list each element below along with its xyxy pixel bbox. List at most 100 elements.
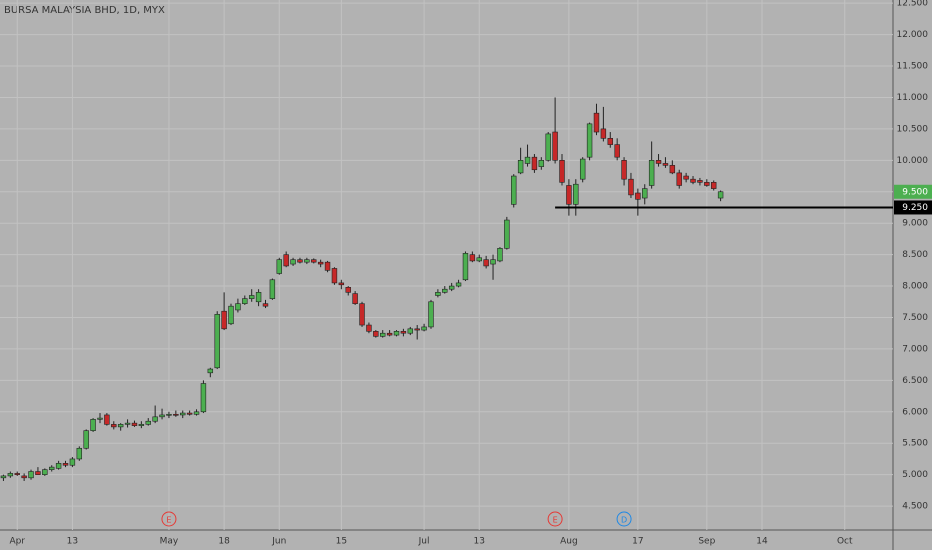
x-tick-label: Sep: [698, 537, 715, 547]
y-tick-label: 12.000: [897, 30, 929, 40]
candle-body: [455, 282, 462, 287]
candle-body: [111, 424, 117, 428]
candle-body: [324, 261, 331, 271]
candle-body: [648, 160, 655, 186]
candle-body: [117, 424, 124, 428]
y-tick-label: 7.500: [902, 313, 928, 323]
candle-body: [531, 156, 538, 171]
x-tick-label: 17: [632, 537, 643, 547]
candle-body: [400, 331, 407, 334]
candle-body: [628, 178, 634, 196]
candle-body: [242, 298, 248, 304]
y-tick-label: 7.000: [902, 344, 928, 354]
candle-body: [566, 185, 572, 205]
candle-body: [559, 160, 565, 183]
candle-body: [483, 259, 489, 267]
candle-body: [304, 259, 310, 263]
candle-body: [186, 412, 193, 415]
y-tick-label: 8.000: [902, 282, 928, 292]
event-marker: [616, 511, 632, 527]
candle-body: [269, 279, 276, 299]
candle-body: [14, 473, 20, 475]
candle-body: [386, 332, 393, 336]
candle-body: [655, 160, 662, 164]
candle-body: [710, 182, 717, 189]
candle-body: [469, 254, 476, 262]
x-tick-label: Aug: [560, 537, 578, 547]
candle-body: [524, 156, 531, 164]
candle-body: [359, 303, 365, 326]
candle-body: [221, 310, 227, 330]
y-tick-label: 11.500: [897, 62, 929, 72]
candle-body: [538, 160, 545, 167]
candle-body: [511, 175, 517, 205]
candle-body: [669, 165, 676, 174]
candle-body: [614, 144, 620, 158]
candle-body: [373, 331, 379, 337]
hline-label: 9.250: [902, 203, 928, 213]
candle-body: [69, 458, 76, 466]
candle-body: [683, 175, 689, 180]
candle-body: [159, 414, 165, 418]
candle-body: [462, 253, 469, 281]
last-price-label: 9.500: [902, 187, 928, 197]
candle-body: [145, 420, 151, 425]
event-label: E: [553, 516, 558, 525]
candle-body: [200, 383, 207, 413]
candle-body: [600, 128, 607, 139]
candle-body: [193, 411, 200, 415]
x-tick-label: 14: [756, 537, 768, 547]
candle-body: [448, 285, 455, 290]
candle-body: [42, 469, 48, 475]
candle-body: [76, 447, 83, 460]
candle-body: [435, 292, 441, 296]
candle-body: [345, 287, 351, 293]
candle-body: [586, 123, 593, 158]
candle-body: [297, 259, 303, 263]
candle-body: [621, 160, 627, 180]
candle-body: [607, 138, 613, 145]
x-tick-label: Jun: [271, 537, 286, 547]
candle-body: [166, 414, 172, 416]
candle-body: [690, 178, 696, 183]
candle-body: [352, 293, 358, 304]
chart-title: BURSA MALAYSIA BHD, 1D, MYX: [4, 5, 165, 16]
candle-body: [642, 188, 648, 199]
candle-body: [138, 424, 145, 426]
candle-body: [573, 183, 579, 205]
candle-body: [393, 331, 400, 336]
candle-body: [552, 131, 558, 161]
candle-body: [152, 416, 158, 422]
last-price-box: [894, 184, 932, 199]
x-tick-label: Apr: [9, 537, 25, 547]
candle-body: [7, 473, 14, 477]
candle-body: [517, 160, 524, 174]
y-tick-label: 9.000: [902, 219, 928, 229]
candle-body: [21, 475, 27, 479]
candle-body: [697, 180, 703, 183]
candle-body: [97, 417, 103, 420]
candle-body: [131, 422, 138, 426]
y-tick-label: 10.000: [897, 156, 929, 166]
candle-body: [676, 172, 682, 186]
x-tick-label: 13: [474, 537, 485, 547]
candle-body: [180, 412, 186, 416]
candle-body: [704, 182, 710, 186]
candle-body: [276, 259, 282, 274]
candle-body: [635, 192, 641, 200]
candle-body: [504, 219, 510, 249]
event-label: D: [621, 516, 627, 525]
event-marker: [547, 511, 563, 527]
candle-body: [497, 248, 503, 262]
x-tick-label: May: [160, 537, 179, 547]
y-tick-label: 6.000: [902, 407, 928, 417]
candle-body: [476, 257, 482, 262]
candle-body: [235, 303, 241, 311]
event-marker: [161, 511, 177, 527]
y-tick-label: 6.500: [902, 376, 928, 386]
event-label: E: [166, 516, 171, 525]
candle-body: [421, 326, 427, 331]
candle-body: [593, 112, 600, 133]
candle-body: [442, 288, 448, 293]
